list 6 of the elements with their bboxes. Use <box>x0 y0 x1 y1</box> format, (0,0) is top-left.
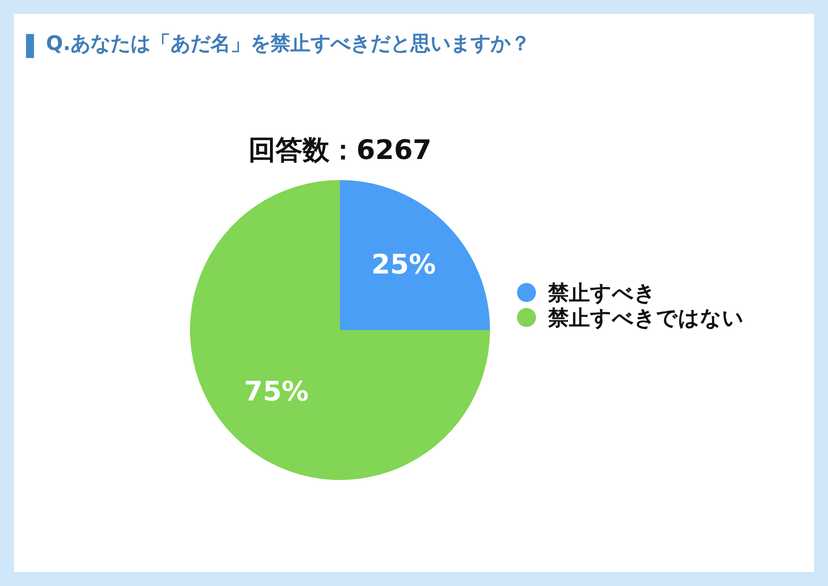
legend-label: 禁止すべき <box>548 280 656 306</box>
data-label: 25% <box>371 249 436 280</box>
legend-label: 禁止すべきではない <box>548 304 744 332</box>
chart-title: Q.あなたは「あだ名」を禁止すべきだと思いますか？ <box>46 30 531 57</box>
chart-subtitle: 回答数：6267 <box>247 134 433 168</box>
data-label: 75% <box>244 376 309 408</box>
